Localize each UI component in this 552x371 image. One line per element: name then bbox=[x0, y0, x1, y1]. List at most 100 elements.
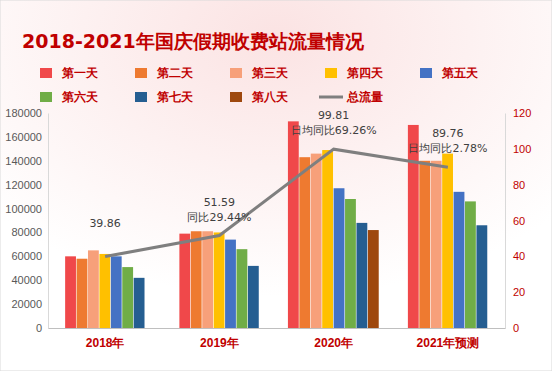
legend-item: 第三天 bbox=[230, 66, 289, 80]
x-axis: 2018年 2019年 2020年 2021年预测 bbox=[49, 328, 506, 350]
y-tick-label: 80000 bbox=[11, 226, 42, 238]
annotation: 同比29.44% bbox=[187, 211, 251, 224]
legend-item: 第一天 bbox=[40, 66, 99, 80]
data-label: 51.59 bbox=[204, 196, 236, 209]
bar bbox=[442, 154, 453, 328]
y-tick: 140000 bbox=[5, 155, 48, 167]
data-label: 89.76 bbox=[432, 127, 464, 140]
y-tick-label: 60000 bbox=[11, 250, 42, 262]
bar bbox=[334, 188, 345, 328]
bar bbox=[65, 256, 76, 328]
y2-tick-label: 0 bbox=[513, 322, 519, 334]
y-tick: 120000 bbox=[5, 179, 48, 191]
x-tick-label: 2021年预测 bbox=[417, 336, 480, 350]
legend-swatch bbox=[135, 92, 147, 102]
legend-label: 第七天 bbox=[156, 90, 194, 104]
y2-tick: 0 bbox=[505, 322, 519, 334]
y-tick-label: 160000 bbox=[5, 131, 42, 143]
bar bbox=[122, 267, 133, 328]
legend-label: 第五天 bbox=[441, 66, 479, 80]
y2-tick-label: 120 bbox=[513, 107, 531, 119]
x-tick: 2021年预测 bbox=[417, 328, 480, 350]
bar bbox=[191, 231, 202, 328]
x-tick-label: 2018年 bbox=[86, 336, 125, 350]
bar bbox=[454, 192, 465, 328]
y-tick-label: 100000 bbox=[5, 203, 42, 215]
legend-item: 第二天 bbox=[135, 66, 194, 80]
legend-label: 第八天 bbox=[251, 90, 289, 104]
legend-swatch bbox=[40, 68, 52, 78]
legend-label: 第四天 bbox=[346, 66, 384, 80]
y2-tick-label: 20 bbox=[513, 286, 525, 298]
x-tick: 2018年 bbox=[86, 328, 125, 350]
y2-tick: 100 bbox=[505, 143, 531, 155]
bar bbox=[237, 249, 248, 328]
y2-axis: 0 20 40 60 80 100 120 bbox=[505, 107, 531, 334]
y2-tick-label: 40 bbox=[513, 250, 525, 262]
legend-label: 第一天 bbox=[61, 66, 99, 80]
bar bbox=[202, 231, 213, 328]
legend-label: 第三天 bbox=[251, 66, 289, 80]
y-tick-label: 140000 bbox=[5, 155, 42, 167]
data-label: 99.81 bbox=[318, 109, 350, 122]
bar bbox=[179, 234, 190, 328]
data-label: 39.86 bbox=[89, 217, 121, 230]
y-tick-label: 40000 bbox=[11, 274, 42, 286]
bar bbox=[465, 201, 476, 328]
title: 2018-2021年国庆假期收费站流量情况 bbox=[22, 30, 365, 52]
y2-tick: 20 bbox=[505, 286, 525, 298]
legend-item: 第六天 bbox=[40, 90, 99, 104]
bar bbox=[476, 225, 487, 328]
y-tick-label: 120000 bbox=[5, 179, 42, 191]
bar bbox=[345, 199, 356, 328]
legend-swatch bbox=[420, 68, 432, 78]
chart: 2018-2021年国庆假期收费站流量情况0200004000060000800… bbox=[0, 0, 552, 371]
y-tick-label: 0 bbox=[36, 322, 42, 334]
bar bbox=[99, 254, 110, 328]
legend-swatch bbox=[135, 68, 147, 78]
y-tick: 100000 bbox=[5, 203, 48, 215]
legend-swatch bbox=[319, 96, 343, 99]
legend-swatch bbox=[40, 92, 52, 102]
plot-marks bbox=[65, 121, 487, 328]
y2-tick: 120 bbox=[505, 107, 531, 119]
bar bbox=[288, 121, 299, 328]
bar bbox=[248, 266, 259, 328]
y-axis-line bbox=[48, 114, 49, 329]
x-tick-label: 2019年 bbox=[200, 336, 239, 350]
y-tick: 180000 bbox=[5, 107, 48, 119]
bar bbox=[77, 259, 88, 328]
x-tick-label: 2020年 bbox=[314, 336, 353, 350]
legend-item: 总流量 bbox=[319, 90, 383, 104]
y-tick: 20000 bbox=[11, 298, 48, 310]
bar bbox=[214, 232, 225, 328]
y2-tick-label: 100 bbox=[513, 143, 531, 155]
x-tick: 2019年 bbox=[200, 328, 239, 350]
y2-tick: 60 bbox=[505, 215, 525, 227]
y2-axis-line bbox=[505, 114, 506, 329]
bar bbox=[311, 154, 322, 328]
bar bbox=[322, 150, 333, 328]
x-axis-line bbox=[49, 328, 506, 329]
labels: 39.8651.5999.8189.76同比29.44%日均同比69.26%日均… bbox=[89, 109, 487, 229]
y-tick-label: 20000 bbox=[11, 298, 42, 310]
bar bbox=[88, 250, 99, 328]
y2-tick-label: 80 bbox=[513, 179, 525, 191]
legend-label: 总流量 bbox=[346, 90, 383, 104]
x-tick: 2020年 bbox=[314, 328, 353, 350]
bar bbox=[134, 278, 145, 328]
legend-label: 第六天 bbox=[61, 90, 99, 104]
y-tick-label: 180000 bbox=[5, 107, 42, 119]
legend-swatch bbox=[230, 68, 242, 78]
bar bbox=[408, 125, 419, 328]
bar bbox=[431, 161, 442, 328]
legend-item: 第四天 bbox=[325, 66, 384, 80]
bar bbox=[419, 161, 430, 328]
legend-swatch bbox=[230, 92, 242, 102]
y-tick: 80000 bbox=[11, 226, 48, 238]
background bbox=[0, 0, 552, 371]
line bbox=[105, 149, 448, 256]
legend-item: 第八天 bbox=[230, 90, 289, 104]
y2-tick: 80 bbox=[505, 179, 525, 191]
y-tick: 160000 bbox=[5, 131, 48, 143]
